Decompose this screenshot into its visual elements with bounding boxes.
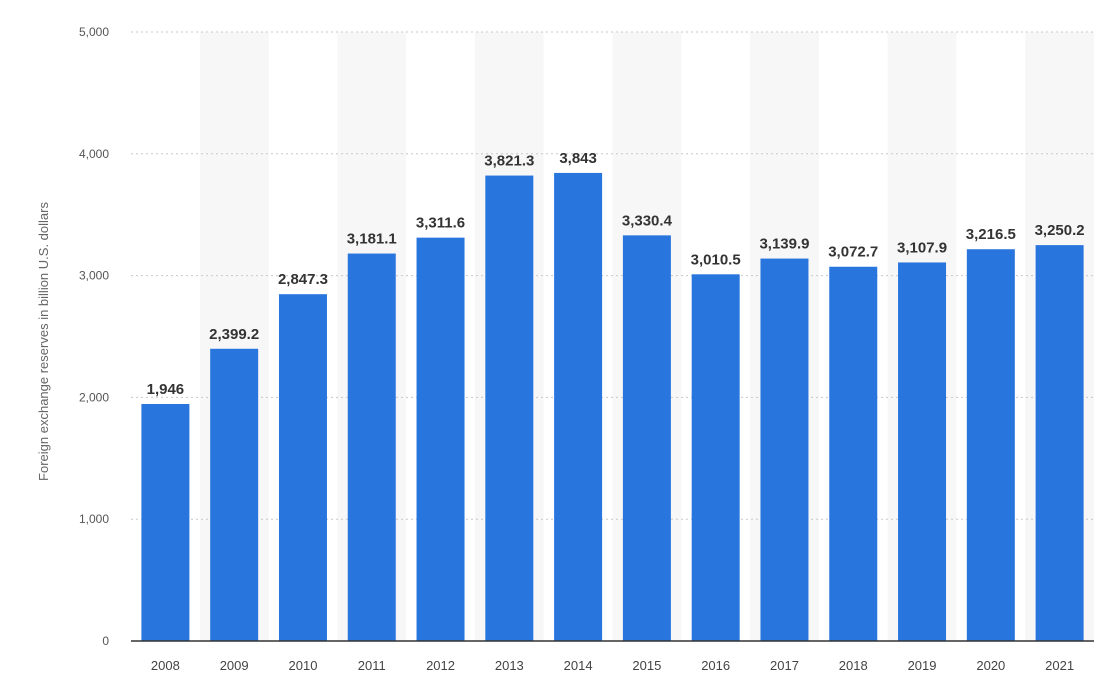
x-tick-label: 2012 [426,658,455,673]
x-tick-label: 2009 [220,658,249,673]
data-label: 1,946 [147,381,185,398]
x-tick-label: 2011 [358,658,386,673]
bar [760,258,809,641]
data-label: 3,311.6 [416,215,465,232]
data-label: 3,821.3 [484,153,534,170]
x-tick-label: 2008 [151,658,180,673]
y-axis-label: Foreign exchange reserves in billion U.S… [36,202,51,481]
x-tick-label: 2020 [976,658,1005,673]
y-tick-label: 3,000 [79,269,109,283]
y-tick-label: 0 [102,634,109,648]
bar [1035,245,1084,641]
data-label: 3,139.9 [759,236,809,253]
data-label: 2,847.3 [278,271,328,288]
data-label: 3,216.5 [966,226,1016,243]
data-label: 3,010.5 [691,251,741,268]
bar [966,249,1015,642]
x-tick-label: 2021 [1045,658,1074,673]
y-tick-label: 5,000 [79,25,109,39]
x-tick-label: 2018 [839,658,868,673]
bar [898,262,947,641]
bar [622,235,671,641]
data-labels: 1,946 2,399.2 2,847.3 3,181.1 3,311.6 3,821.3… [147,150,1085,398]
x-tick-label: 2017 [770,658,799,673]
data-label: 3,072.7 [828,244,878,261]
bar [210,348,259,641]
x-tick-label: 2016 [701,658,730,673]
y-tick-label: 1,000 [79,512,109,526]
bar [485,175,534,641]
data-label: 3,181.1 [347,231,397,248]
bar [278,294,327,641]
x-tick-label: 2019 [908,658,937,673]
x-tick-label: 2013 [495,658,524,673]
x-tick-label: 2014 [564,658,593,673]
y-axis-ticks: 0 1,000 2,000 3,000 4,000 5,000 [79,25,109,648]
data-label: 3,330.4 [622,212,673,229]
bar [829,266,878,641]
data-label: 3,843 [559,150,597,167]
bar [554,172,603,641]
bar [416,237,465,641]
bar [141,403,190,641]
bar [347,253,396,641]
x-axis-ticks: 2008 2009 2010 2011 2012 2013 2014 2015 2016 2017… [151,658,1074,673]
bars [141,172,1084,642]
x-tick-label: 2010 [289,658,318,673]
data-label: 3,107.9 [897,239,947,256]
y-tick-label: 4,000 [79,147,109,161]
y-tick-label: 2,000 [79,390,109,404]
data-label: 3,250.2 [1035,222,1085,239]
x-tick-label: 2015 [632,658,661,673]
data-label: 2,399.2 [209,326,259,343]
bar [691,274,740,641]
